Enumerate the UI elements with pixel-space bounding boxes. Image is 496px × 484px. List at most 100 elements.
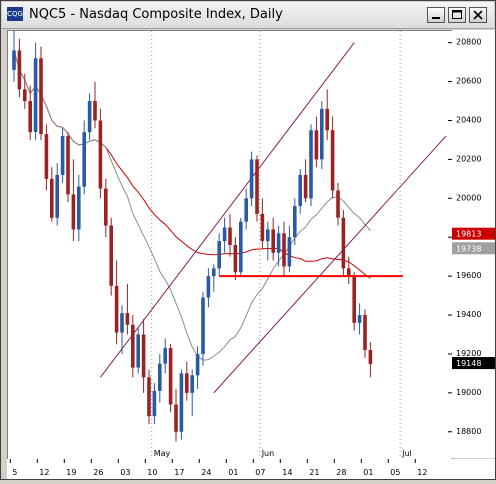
title-bar[interactable]: CQG NQC5 - Nasdaq Composite Index, Daily	[2, 2, 494, 29]
candle-body	[23, 89, 27, 102]
price-axis[interactable]: 2080020600204002020020000198001960019400…	[452, 30, 495, 458]
candle	[293, 198, 297, 245]
candle-body	[357, 315, 362, 323]
candle	[320, 101, 324, 170]
candle-body	[82, 132, 86, 187]
candle-body	[179, 373, 184, 432]
maximize-button[interactable]	[448, 7, 466, 23]
candle	[239, 217, 243, 277]
candle	[120, 305, 124, 354]
y-tick-label: 20600	[456, 77, 481, 86]
candle-body	[190, 375, 194, 393]
candle-body	[320, 108, 324, 160]
price-badge-label: 19813	[456, 230, 481, 239]
candle	[163, 338, 167, 374]
candle	[125, 283, 130, 335]
candle	[336, 182, 340, 226]
date-axis[interactable]: 5 12 19 26 03 10 17 24 01 07 14 21 28 01 05 12	[7, 459, 495, 479]
candle	[244, 188, 248, 230]
candle-body	[206, 276, 211, 298]
x-tick-label: 12	[417, 468, 427, 477]
y-tick-label: 19200	[456, 349, 481, 358]
fast-moving-average-line	[13, 50, 371, 361]
candle-body	[282, 233, 286, 267]
candle-body	[185, 373, 189, 393]
x-tick-label: 12	[39, 468, 49, 477]
y-tick-label: 19600	[456, 271, 481, 280]
candle	[179, 369, 184, 440]
candle-body	[249, 159, 254, 199]
candle	[104, 178, 108, 238]
candle-body	[87, 101, 92, 133]
x-tick-label: 17	[174, 468, 184, 477]
candle-body	[276, 233, 281, 253]
candle-body	[28, 101, 32, 133]
y-tick-label: 19400	[456, 310, 481, 319]
x-tick-label: 14	[282, 468, 292, 477]
candle	[341, 209, 346, 277]
cqg-logo-icon: CQG	[7, 7, 23, 21]
candle	[347, 256, 351, 284]
y-tick-label: 18800	[456, 427, 481, 436]
candle	[363, 309, 367, 358]
candle	[276, 225, 281, 267]
candle	[260, 198, 265, 249]
candle	[228, 213, 232, 257]
minimize-button[interactable]	[427, 7, 445, 23]
candle	[147, 369, 151, 424]
candle-body	[120, 313, 124, 333]
candle	[190, 369, 194, 417]
candle	[60, 128, 65, 183]
candle-body	[330, 130, 335, 191]
candle	[168, 344, 173, 413]
candle-body	[136, 334, 140, 368]
candle	[249, 151, 254, 207]
candle-body	[363, 315, 367, 351]
minimize-icon	[432, 17, 440, 19]
candle-body	[314, 130, 319, 160]
candle	[131, 315, 135, 378]
candle	[71, 159, 76, 242]
candle	[303, 159, 308, 203]
candle	[195, 346, 200, 389]
candle	[109, 217, 113, 296]
candle	[77, 174, 81, 242]
candle	[55, 163, 59, 226]
candle	[206, 268, 211, 308]
candle-body	[33, 58, 38, 133]
x-tick-label: 24	[201, 468, 211, 477]
candle	[282, 221, 286, 277]
candle	[23, 73, 27, 109]
candle-body	[266, 229, 270, 242]
candle-body	[201, 297, 205, 354]
candle-body	[93, 101, 97, 121]
candle-body	[66, 136, 70, 195]
price-plot-area[interactable]: May Jun Jul	[7, 30, 453, 460]
x-tick-label: 28	[336, 468, 346, 477]
candle	[50, 167, 54, 222]
candle-body	[303, 174, 308, 199]
candle	[309, 124, 313, 207]
y-tick-label: 20000	[456, 193, 481, 202]
window-title: NQC5 - Nasdaq Composite Index, Daily	[29, 7, 283, 22]
x-tick-label: 26	[93, 468, 103, 477]
price-badge	[452, 357, 495, 370]
close-button[interactable]	[469, 7, 487, 23]
candle-body	[77, 186, 81, 230]
candle	[222, 217, 227, 253]
candle	[314, 116, 319, 168]
candle-body	[109, 225, 113, 286]
candle-body	[309, 130, 313, 199]
x-tick-label: 07	[255, 468, 265, 477]
x-tick-label: 10	[147, 468, 157, 477]
price-badge	[452, 227, 495, 240]
candle	[93, 81, 97, 129]
x-tick-label: 19	[66, 468, 76, 477]
candle	[33, 42, 38, 140]
candle-body	[244, 198, 248, 222]
candle-body	[233, 245, 238, 273]
date-axis-labels: 5 12 19 26 03 10 17 24 01 07 14 21 28 01 05 12	[9, 459, 427, 477]
candle-body	[325, 108, 329, 131]
x-tick-label: 5	[12, 468, 17, 477]
candle-body	[239, 221, 243, 273]
